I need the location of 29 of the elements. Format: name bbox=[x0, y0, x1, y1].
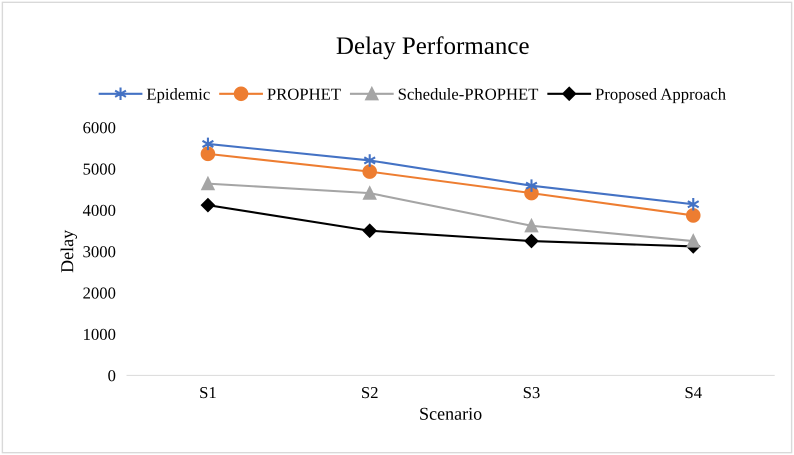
point bbox=[200, 198, 215, 212]
y-axis-title: Delay bbox=[60, 230, 78, 272]
point bbox=[200, 146, 216, 162]
x-axis-title: Scenario bbox=[420, 408, 482, 420]
legend-label: Proposed Approach bbox=[596, 88, 726, 104]
y-tick-label: 6000 bbox=[83, 122, 116, 134]
point bbox=[524, 234, 538, 248]
point bbox=[362, 164, 377, 179]
point bbox=[201, 177, 215, 190]
x-tick-label: S3 bbox=[524, 387, 540, 398]
y-tick-label: 5000 bbox=[84, 163, 116, 175]
y-tick-label: 2000 bbox=[83, 287, 116, 299]
y-tick-label: 0 bbox=[108, 370, 116, 382]
legend-label: PROPHET bbox=[267, 88, 341, 100]
x-tick-label: S1 bbox=[200, 387, 216, 398]
chart-title: Delay Performance bbox=[336, 36, 529, 60]
point bbox=[362, 224, 377, 238]
y-tick-label: 4000 bbox=[82, 204, 116, 216]
x-tick-label: S4 bbox=[686, 387, 702, 398]
legend-label: Epidemic bbox=[146, 88, 210, 104]
x-tick-label: S2 bbox=[362, 387, 378, 398]
point bbox=[686, 234, 700, 248]
y-tick-label: 1000 bbox=[84, 328, 116, 340]
point bbox=[686, 196, 700, 212]
legend-label: Schedule-PROPHET bbox=[398, 88, 538, 100]
y-tick-label: 3000 bbox=[83, 246, 116, 258]
point bbox=[686, 208, 701, 223]
point bbox=[524, 219, 538, 232]
point bbox=[363, 186, 376, 200]
